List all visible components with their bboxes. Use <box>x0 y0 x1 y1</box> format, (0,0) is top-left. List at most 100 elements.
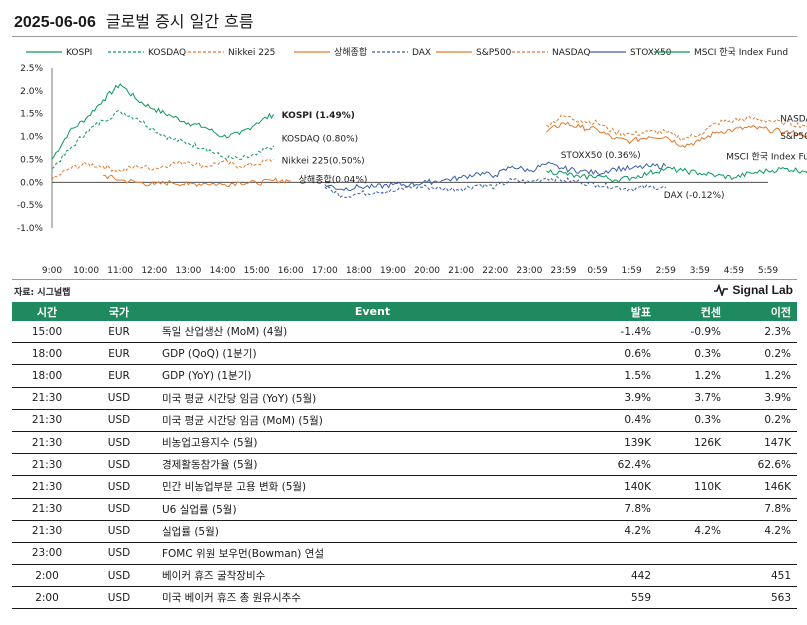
series-line-2 <box>51 158 274 181</box>
cell-actual: 0.4% <box>589 409 657 432</box>
x-tick-label: 16:00 <box>278 266 304 276</box>
x-axis: 9:00 10:00 11:00 12:00 13:00 14:00 15:00 16:00 1… <box>42 266 778 276</box>
x-tick-label: 19:00 <box>380 266 406 276</box>
series-end-label: S&P500 (1.03%) <box>780 132 807 142</box>
series-end-label: NASDAQ (1.20%) <box>780 114 807 124</box>
table-row: 21:30 USD 실업률 (5월) 4.2% 4.2% 4.2% <box>12 520 797 543</box>
table-row: 23:00 USD FOMC 위원 보우먼(Bowman) 연설 <box>12 542 797 566</box>
header-time: 시간 <box>12 302 82 321</box>
cell-previous: 563 <box>727 586 797 610</box>
cell-consensus <box>657 498 727 521</box>
economic-calendar-table: 시간 국가 Event 발표 컨센 이전 15:00 EUR 독일 산업생산 (Mo… <box>12 302 797 610</box>
legend-label: DAX <box>412 48 431 58</box>
x-tick-label: 4:59 <box>724 266 744 276</box>
table-row: 2:00 USD 베이커 휴즈 굴착장비수 442 451 <box>12 564 797 588</box>
report-title: 글로벌 증시 일간 흐름 <box>105 12 254 31</box>
cell-consensus <box>657 564 727 588</box>
cell-consensus: 110K <box>657 475 727 499</box>
cell-country: EUR <box>82 342 156 366</box>
cell-time: 2:00 <box>12 564 82 588</box>
cell-country: USD <box>82 387 156 410</box>
y-axis: 2.5% 2.0% 1.5% 1.0% 0.5% 0.0% -0.5% -1.0% <box>17 64 768 234</box>
series-line-8 <box>546 166 807 183</box>
series-line-0 <box>51 83 275 160</box>
y-tick-label: -1.0% <box>17 224 44 234</box>
chart-bottom-divider <box>12 279 797 280</box>
pulse-icon <box>714 284 729 296</box>
table-row: 21:30 USD 미국 평균 시간당 임금 (YoY) (5월) 3.9% 3.7% 3… <box>12 387 797 410</box>
legend-label: 상해종합 <box>334 47 367 58</box>
cell-actual: 139K <box>589 431 657 455</box>
cell-event: 실업률 (5월) <box>156 520 589 543</box>
cell-actual: 7.8% <box>589 498 657 521</box>
x-tick-label: 14:00 <box>210 266 236 276</box>
table-row: 15:00 EUR 독일 산업생산 (MoM) (4월) -1.4% -0.9% 2.3% <box>12 321 797 344</box>
header-consensus: 컨센 <box>657 302 727 321</box>
cell-previous: 1.2% <box>727 364 797 388</box>
table-row: 21:30 USD 경제활동참가율 (5월) 62.4% 62.6% <box>12 453 797 477</box>
header-previous: 이전 <box>727 302 797 321</box>
cell-time: 18:00 <box>12 342 82 366</box>
x-tick-label: 1:59 <box>622 266 642 276</box>
cell-country: USD <box>82 453 156 477</box>
legend-label: S&P500 <box>476 48 512 58</box>
legend-label: MSCI 한국 Index Fund <box>694 47 788 58</box>
series-line-4 <box>324 175 667 199</box>
y-tick-label: 2.5% <box>20 64 43 74</box>
cell-event: FOMC 위원 보우먼(Bowman) 연설 <box>156 542 589 566</box>
cell-actual: 140K <box>589 475 657 499</box>
cell-consensus: 0.3% <box>657 342 727 366</box>
series-end-label: Nikkei 225(0.50%) <box>282 156 365 166</box>
cell-previous: 2.3% <box>727 321 797 344</box>
series-end-label: KOSPI (1.49%) <box>282 111 355 121</box>
cell-actual: 4.2% <box>589 520 657 543</box>
cell-time: 21:30 <box>12 453 82 477</box>
cell-country: USD <box>82 431 156 455</box>
series-line-5 <box>546 121 807 149</box>
series-line-6 <box>546 114 807 142</box>
x-tick-label: 2:59 <box>656 266 676 276</box>
x-tick-label: 21:00 <box>448 266 474 276</box>
cell-country: USD <box>82 520 156 543</box>
cell-consensus <box>657 542 727 566</box>
top-divider <box>12 36 797 37</box>
cell-country: USD <box>82 475 156 499</box>
y-tick-label: -0.5% <box>17 201 44 211</box>
x-tick-label: 10:00 <box>73 266 99 276</box>
x-tick-label: 17:00 <box>312 266 338 276</box>
x-tick-label: 12:00 <box>141 266 167 276</box>
cell-event: GDP (YoY) (1분기) <box>156 364 589 388</box>
cell-actual: 62.4% <box>589 453 657 477</box>
cell-previous <box>727 542 797 566</box>
table-row: 2:00 USD 미국 베이커 휴즈 총 원유시추수 559 563 <box>12 586 797 610</box>
legend-label: KOSPI <box>66 48 92 58</box>
cell-time: 21:30 <box>12 387 82 410</box>
cell-consensus: -0.9% <box>657 321 727 344</box>
cell-event: U6 실업률 (5월) <box>156 498 589 521</box>
cell-time: 23:00 <box>12 542 82 566</box>
cell-previous: 4.2% <box>727 520 797 543</box>
series-end-label: KOSDAQ (0.80%) <box>282 135 359 145</box>
table-row: 18:00 EUR GDP (QoQ) (1분기) 0.6% 0.3% 0.2% <box>12 342 797 366</box>
brand-logo: Signal Lab <box>714 283 793 297</box>
header-actual: 발표 <box>589 302 657 321</box>
cell-actual <box>589 542 657 566</box>
header-event: Event <box>156 302 589 321</box>
x-tick-label: 18:00 <box>346 266 372 276</box>
x-tick-label: 13:00 <box>175 266 201 276</box>
table-row: 21:30 USD 비농업고용지수 (5월) 139K 126K 147K <box>12 431 797 455</box>
table-row: 21:30 USD 민간 비농업부문 고용 변화 (5월) 140K 110K 146K <box>12 475 797 499</box>
series-end-label: MSCI 한국 Index Fund (0.32%) <box>726 152 807 163</box>
cell-actual: -1.4% <box>589 321 657 344</box>
header-country: 국가 <box>82 302 156 321</box>
series-end-labels: KOSPI (1.49%) KOSDAQ (0.80%) Nikkei 225(0.… <box>282 111 807 201</box>
x-tick-label: 20:00 <box>414 266 440 276</box>
legend-label: NASDAQ <box>552 48 590 58</box>
legend-label: Nikkei 225 <box>228 48 275 58</box>
series-line-3 <box>103 174 291 188</box>
series-end-label: STOXX50 (0.36%) <box>561 151 641 161</box>
cell-consensus <box>657 586 727 610</box>
cell-event: 경제활동참가율 (5월) <box>156 453 589 477</box>
series-end-label: DAX (-0.12%) <box>664 191 725 201</box>
cell-consensus: 3.7% <box>657 387 727 410</box>
